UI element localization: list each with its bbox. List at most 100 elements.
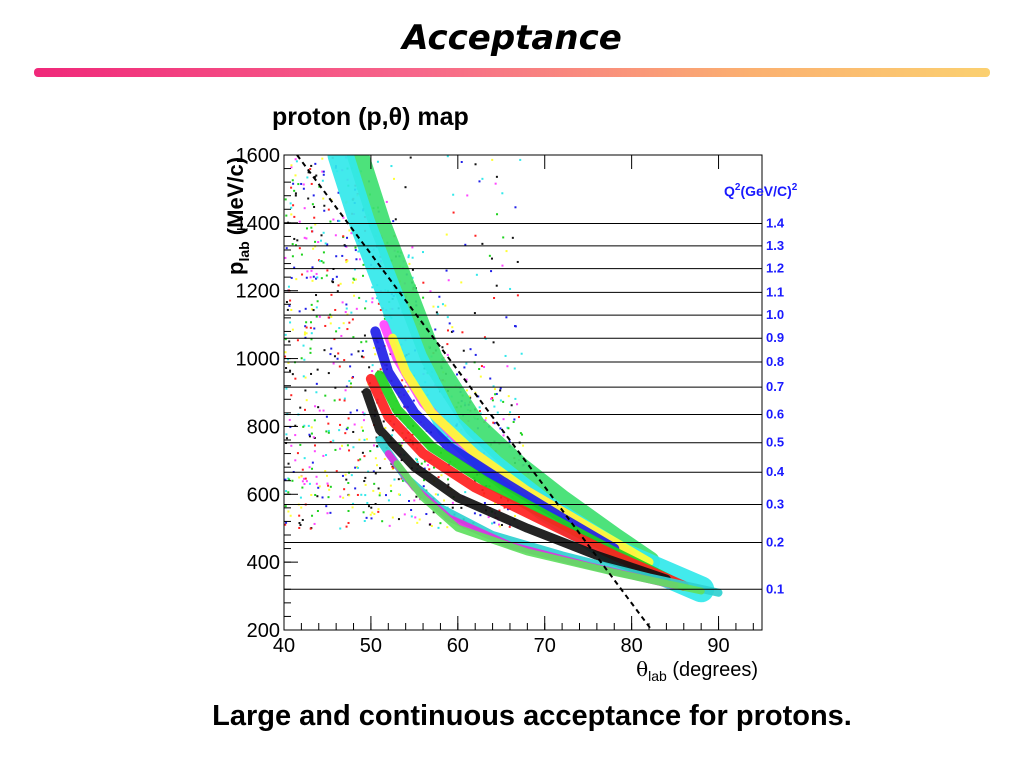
noise-point bbox=[429, 290, 432, 293]
noise-point bbox=[334, 386, 337, 389]
noise-point bbox=[307, 197, 310, 200]
noise-point bbox=[446, 343, 449, 346]
noise-point bbox=[364, 476, 367, 479]
noise-point bbox=[333, 338, 336, 341]
noise-point bbox=[340, 334, 343, 337]
noise-point bbox=[321, 496, 324, 499]
q2-label: 1.1 bbox=[766, 284, 784, 299]
noise-point bbox=[309, 351, 312, 354]
noise-point bbox=[371, 370, 374, 373]
noise-point bbox=[460, 161, 463, 164]
noise-point bbox=[318, 409, 321, 412]
noise-point bbox=[411, 246, 414, 249]
noise-point bbox=[373, 482, 376, 485]
noise-point bbox=[513, 418, 516, 421]
noise-point bbox=[315, 391, 318, 394]
noise-point bbox=[293, 237, 296, 240]
noise-point bbox=[314, 223, 317, 226]
noise-point bbox=[315, 306, 318, 309]
noise-point bbox=[352, 336, 355, 339]
noise-point bbox=[293, 215, 296, 218]
noise-point bbox=[303, 236, 306, 239]
noise-point bbox=[450, 330, 453, 333]
noise-point bbox=[362, 263, 365, 266]
noise-point bbox=[348, 449, 351, 452]
noise-point bbox=[327, 316, 330, 319]
noise-point bbox=[325, 505, 328, 508]
noise-point bbox=[313, 327, 316, 330]
noise-point bbox=[363, 412, 366, 415]
noise-point bbox=[315, 482, 318, 485]
x-tick-label: 60 bbox=[447, 635, 469, 657]
q2-label: 0.3 bbox=[766, 496, 784, 511]
noise-point bbox=[422, 281, 425, 284]
chart-title: proton (p,θ) map bbox=[272, 103, 469, 131]
y-tick-label: 1200 bbox=[236, 281, 281, 303]
noise-point bbox=[501, 264, 504, 267]
noise-point bbox=[301, 480, 304, 483]
noise-point bbox=[363, 438, 366, 441]
noise-point bbox=[447, 279, 450, 282]
noise-point bbox=[501, 192, 504, 195]
noise-point bbox=[363, 519, 366, 522]
noise-point bbox=[289, 426, 292, 429]
noise-point bbox=[294, 434, 297, 437]
noise-point bbox=[383, 458, 386, 461]
noise-point bbox=[376, 464, 379, 467]
noise-point bbox=[394, 218, 397, 221]
noise-point bbox=[317, 241, 320, 244]
noise-point bbox=[446, 329, 449, 332]
noise-point bbox=[326, 512, 329, 515]
noise-point bbox=[309, 347, 312, 350]
noise-point bbox=[493, 521, 496, 524]
x-label-unit: (degrees) bbox=[667, 659, 758, 681]
noise-point bbox=[327, 431, 330, 434]
noise-point bbox=[363, 455, 366, 458]
noise-point bbox=[298, 247, 301, 250]
noise-point bbox=[370, 517, 373, 520]
noise-point bbox=[502, 418, 505, 421]
noise-point bbox=[314, 175, 317, 178]
noise-point bbox=[327, 208, 330, 211]
noise-point bbox=[284, 198, 287, 201]
noise-point bbox=[358, 296, 361, 299]
noise-point bbox=[491, 399, 494, 402]
noise-point bbox=[371, 286, 374, 289]
noise-point bbox=[401, 479, 404, 482]
noise-point bbox=[407, 254, 410, 257]
noise-point bbox=[339, 423, 342, 426]
noise-point bbox=[441, 346, 444, 349]
noise-point bbox=[327, 429, 330, 432]
noise-point bbox=[483, 501, 486, 504]
noise-point bbox=[446, 155, 449, 158]
noise-point bbox=[302, 477, 305, 480]
noise-point bbox=[304, 376, 307, 379]
noise-point bbox=[294, 174, 297, 177]
noise-point bbox=[339, 282, 342, 285]
q2-label: 1.4 bbox=[766, 216, 785, 231]
noise-point bbox=[451, 506, 454, 509]
noise-point bbox=[356, 409, 359, 412]
noise-point bbox=[321, 179, 324, 182]
noise-point bbox=[284, 333, 287, 336]
noise-point bbox=[295, 160, 298, 163]
noise-point bbox=[300, 182, 303, 185]
noise-point bbox=[495, 175, 498, 178]
noise-point bbox=[365, 300, 368, 303]
noise-point bbox=[347, 509, 350, 512]
noise-point bbox=[357, 466, 360, 469]
noise-point bbox=[339, 447, 342, 450]
noise-point bbox=[514, 514, 517, 517]
noise-point bbox=[377, 302, 380, 305]
noise-point bbox=[313, 419, 316, 422]
noise-point bbox=[374, 353, 377, 356]
noise-point bbox=[481, 177, 484, 180]
plot-area bbox=[284, 155, 723, 630]
noise-point bbox=[357, 459, 360, 462]
noise-point bbox=[438, 295, 441, 298]
noise-point bbox=[342, 235, 345, 238]
noise-point bbox=[332, 439, 335, 442]
noise-point bbox=[502, 400, 505, 403]
noise-point bbox=[479, 412, 482, 415]
noise-point bbox=[298, 526, 301, 529]
